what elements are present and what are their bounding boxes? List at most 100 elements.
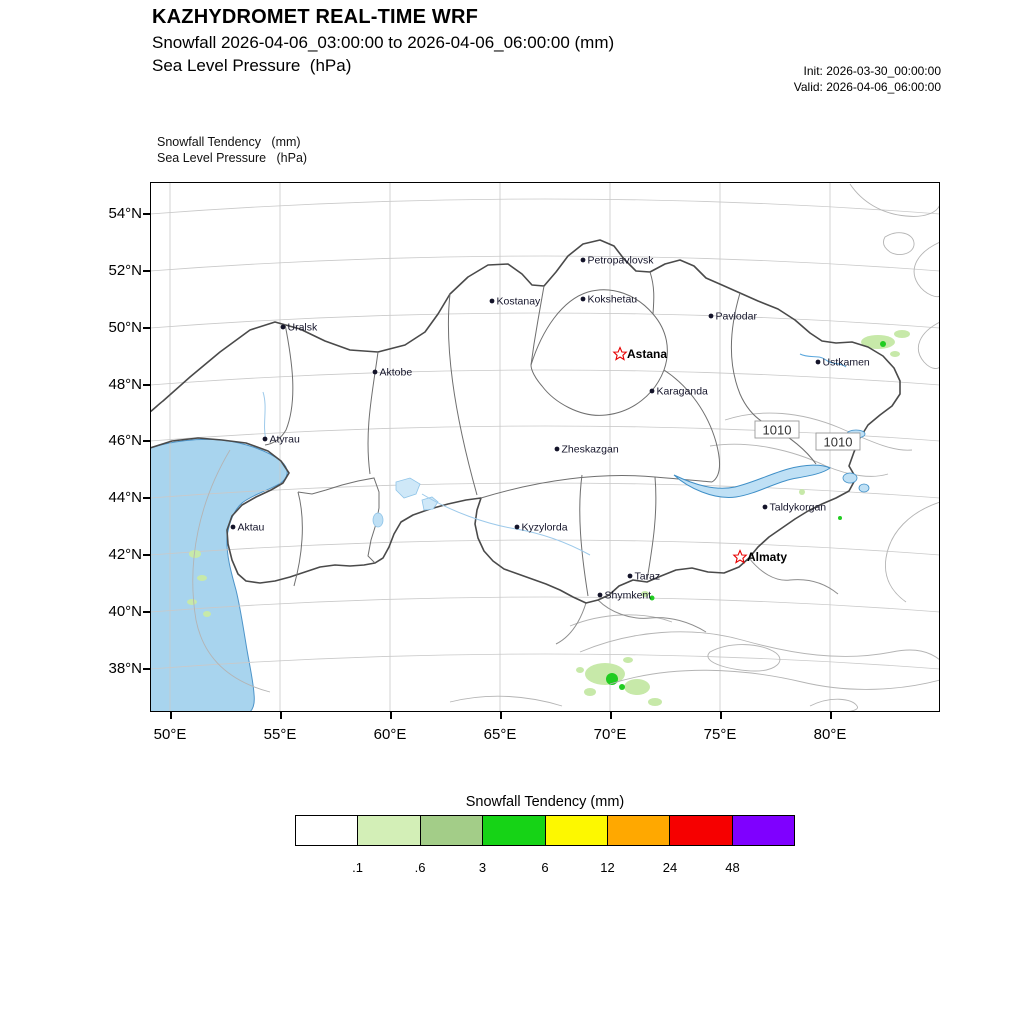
city-dot [580, 257, 586, 263]
valid-time: Valid: 2026-04-06_06:00:00 [793, 80, 941, 94]
city-label: Zheskazgan [562, 444, 619, 456]
city-label: Karaganda [657, 386, 709, 398]
colorbar-tick-label: 12 [600, 860, 615, 875]
lon-tick-mark [830, 712, 832, 719]
colorbar-cell [607, 816, 671, 845]
colorbar-tick-label: 3 [478, 860, 487, 875]
city-dot [597, 592, 603, 598]
capital-star-icon [612, 346, 628, 361]
city-label: Kokshetau [588, 294, 638, 306]
lat-tick-label: 48°N [108, 376, 142, 393]
city-label: Taldykorgan [770, 502, 827, 514]
city-ustkamen: Ustkamen [815, 357, 870, 369]
graticule-parallels [150, 198, 940, 670]
city-uralsk: Uralsk [280, 322, 318, 334]
pressure-label-box [815, 432, 861, 451]
map-border-frame [150, 182, 940, 712]
lat-tick-label: 38°N [108, 660, 142, 677]
lat-tick-mark [143, 611, 150, 613]
city-dot [649, 388, 655, 394]
pressure-label-text: 1010 [763, 423, 792, 438]
subtitle-pressure: Sea Level Pressure (hPa) [152, 56, 352, 75]
colorbar-tick-label: .1 [352, 860, 363, 875]
city-pavlodar: Pavlodar [708, 311, 758, 323]
colorbar-cell [296, 816, 359, 845]
city-kyzylorda: Kyzylorda [514, 522, 568, 534]
colorbar-cell [358, 816, 421, 845]
city-dot [627, 573, 633, 579]
capital-label: Astana [627, 347, 667, 361]
subtitle-snowfall: Snowfall 2026-04-06_03:00:00 to 2026-04-… [152, 33, 615, 52]
pressure-label-box [754, 420, 800, 439]
lat-tick-mark [143, 440, 150, 442]
city-label: Aktobe [380, 367, 413, 379]
city-label: Kyzylorda [522, 522, 568, 534]
city-label: Aktau [238, 522, 265, 534]
neighbor-borders [555, 557, 839, 645]
lon-tick-label: 55°E [263, 726, 297, 743]
map-variable-legend: Snowfall Tendency (mm) Sea Level Pressur… [157, 134, 307, 166]
city-dot [372, 369, 378, 375]
city-taraz: Taraz [627, 571, 661, 583]
snowfall-shading [187, 330, 910, 706]
colorbar-tick-label: 24 [662, 860, 678, 875]
lat-tick-label: 46°N [108, 432, 142, 449]
lon-tick-label: 70°E [593, 726, 627, 743]
city-label: Pavlodar [716, 311, 758, 323]
colorbar [295, 815, 795, 846]
lake-sasykkol [858, 483, 870, 493]
city-aktobe: Aktobe [372, 367, 413, 379]
city-label: Atyrau [270, 434, 301, 446]
lat-tick-label: 50°N [108, 319, 142, 336]
lakes-rivers [262, 353, 870, 556]
lon-tick-label: 80°E [813, 726, 847, 743]
small-lake [372, 512, 384, 528]
lat-tick-mark [143, 668, 150, 670]
colorbar-cell [483, 816, 546, 845]
colorbar-tick-label: 6 [541, 860, 549, 875]
city-dot [230, 524, 236, 530]
irtysh-river [799, 353, 847, 368]
city-label: Shymkent [605, 590, 652, 602]
caspian-sea [150, 438, 288, 712]
lon-tick-mark [390, 712, 392, 719]
lat-tick-label: 42°N [108, 546, 142, 563]
legend-line-pressure: Sea Level Pressure (hPa) [157, 151, 308, 165]
city-taldykorgan: Taldykorgan [762, 502, 827, 514]
lat-tick-label: 44°N [108, 489, 142, 506]
capital-astana: Astana [612, 346, 667, 361]
lat-tick-mark [143, 213, 150, 215]
pressure-label: 1010 [815, 432, 861, 451]
lon-tick-mark [720, 712, 722, 719]
lon-tick-mark [280, 712, 282, 719]
colorbar-cell [670, 816, 733, 845]
lon-tick-mark [500, 712, 502, 719]
lon-tick-label: 60°E [373, 726, 407, 743]
pressure-label: 1010 [754, 420, 800, 439]
lake-balkhash [673, 464, 831, 498]
lake-alakol [842, 472, 858, 484]
lat-tick-mark [143, 327, 150, 329]
aral-sea-remnant [395, 477, 421, 499]
map-canvas: 1010 1010 Petropavlovsk Kostanay Kokshetau P… [150, 182, 940, 712]
init-time: Init: 2026-03-30_00:00:00 [803, 64, 941, 78]
city-aktau: Aktau [230, 522, 265, 534]
city-dot [489, 298, 495, 304]
capital-almaty: Almaty [732, 549, 787, 564]
aral-sea-remnant-2 [421, 496, 439, 511]
lon-tick-label: 50°E [153, 726, 187, 743]
page-title: KAZHYDROMET REAL-TIME WRF [152, 6, 479, 28]
city-label: Taraz [635, 571, 661, 583]
city-dot [514, 524, 520, 530]
city-dot [815, 359, 821, 365]
kazakhstan-border [150, 239, 901, 604]
colorbar-cell [545, 816, 608, 845]
colorbar-title: Snowfall Tendency (mm) [465, 794, 625, 810]
city-dot [708, 313, 714, 319]
lat-tick-mark [143, 384, 150, 386]
lon-tick-mark [170, 712, 172, 719]
pressure-label-layer: 1010 1010 [754, 420, 861, 451]
colorbar-cell [732, 816, 794, 845]
